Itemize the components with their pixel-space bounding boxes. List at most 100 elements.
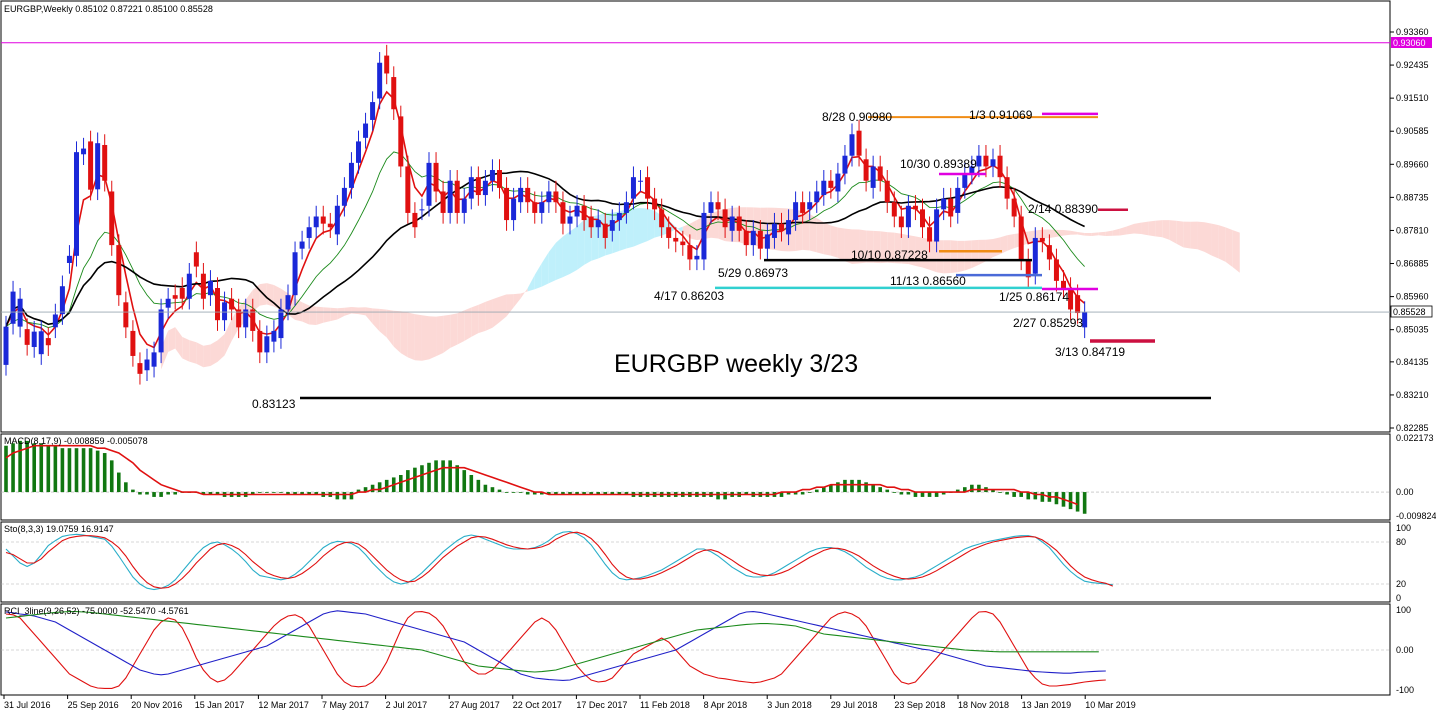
candle-body xyxy=(193,252,199,267)
date-tick-label: 3 Jun 2018 xyxy=(767,700,812,710)
candle-body xyxy=(504,187,510,221)
stoch-k-line xyxy=(5,530,1113,591)
candle-body xyxy=(905,205,911,228)
annotation-0214: 2/14 0.88390 xyxy=(1028,202,1098,216)
macd-histogram-bar xyxy=(589,492,593,495)
cloud-segment xyxy=(217,334,225,362)
macd-histogram-bar xyxy=(504,492,509,493)
candle-body xyxy=(567,216,573,224)
macd-histogram-bar xyxy=(899,492,904,495)
macd-histogram-bar xyxy=(554,492,558,495)
cloud-segment xyxy=(457,310,465,345)
candle-body xyxy=(715,202,721,210)
date-tick-label: 8 Apr 2018 xyxy=(704,700,748,710)
candle-body xyxy=(920,209,925,228)
date-tick-label: 11 Feb 2018 xyxy=(640,700,690,710)
cloud-segment xyxy=(520,288,528,299)
candle-body xyxy=(1032,237,1038,274)
date-tick-label: 20 Nov 2016 xyxy=(131,700,182,710)
cloud-segment xyxy=(421,315,429,361)
candle-body xyxy=(560,202,566,224)
macd-histogram-bar xyxy=(469,474,474,493)
cloud-segment xyxy=(1148,220,1156,237)
macd-histogram-bar xyxy=(166,492,170,495)
cloud-segment xyxy=(1232,230,1240,273)
candle-body xyxy=(842,155,848,174)
stoch-tick-label: 20 xyxy=(1396,579,1406,589)
macd-histogram-bar xyxy=(215,492,220,495)
macd-histogram-bar xyxy=(4,445,8,493)
cloud-segment xyxy=(499,294,507,323)
candle-body xyxy=(680,241,686,246)
cloud-segment xyxy=(323,307,331,323)
date-tick-label: 18 Nov 2018 xyxy=(958,700,1009,710)
macd-histogram-bar xyxy=(377,482,382,493)
cloud-segment xyxy=(1098,231,1106,236)
candle-body xyxy=(482,180,488,196)
cloud-segment xyxy=(950,240,958,273)
cloud-segment xyxy=(1091,232,1099,236)
rci-tick-label: 100 xyxy=(1396,605,1411,615)
macd-histogram-bar xyxy=(963,487,967,493)
candle-body xyxy=(243,309,249,328)
cloud-segment xyxy=(929,239,937,273)
macd-histogram-bar xyxy=(18,440,22,493)
candle-body xyxy=(377,62,383,99)
price-tick-label: 0.88735 xyxy=(1396,192,1429,202)
cloud-segment xyxy=(964,240,972,271)
candle-body xyxy=(440,191,446,213)
date-tick-label: 17 Dec 2017 xyxy=(576,700,627,710)
candle-body xyxy=(391,77,397,110)
candle-body xyxy=(292,252,298,296)
macd-histogram-bar xyxy=(363,487,368,493)
cloud-segment xyxy=(252,284,260,312)
rci-long-line xyxy=(5,611,1099,673)
rci-header: RCI_3line(9,26,52) -75.0000 -52.5470 -4.… xyxy=(4,606,189,616)
candle-body xyxy=(384,55,390,74)
cloud-segment xyxy=(1077,231,1085,236)
price-tick-label: 0.91510 xyxy=(1396,93,1429,103)
macd-histogram-bar xyxy=(843,479,847,493)
macd-histogram-bar xyxy=(1005,492,1009,495)
macd-histogram-bar xyxy=(532,492,537,495)
candle-body xyxy=(828,180,834,188)
macd-histogram-bar xyxy=(1012,492,1016,497)
macd-histogram-bar xyxy=(829,484,833,493)
cloud-segment xyxy=(414,314,422,361)
cloud-segment xyxy=(1183,221,1191,249)
macd-histogram-bar xyxy=(518,492,523,493)
price-tick-label: 0.85960 xyxy=(1396,292,1429,302)
candle-body xyxy=(539,202,545,213)
date-tick-label: 13 Jan 2019 xyxy=(1022,700,1072,710)
macd-histogram-bar xyxy=(878,487,882,493)
candle-body xyxy=(461,198,467,213)
cloud-segment xyxy=(837,227,845,262)
date-tick-label: 23 Sep 2018 xyxy=(894,700,945,710)
candle-body xyxy=(278,309,284,339)
chart-title: EURGBP weekly 3/23 xyxy=(614,350,858,378)
moving-averages xyxy=(5,90,1086,349)
stoch-tick-label: 0 xyxy=(1396,593,1401,603)
macd-histogram-bar xyxy=(561,492,565,495)
macd-histogram-bar xyxy=(885,489,890,493)
macd-histogram-bar xyxy=(1040,492,1045,502)
macd-histogram-bar xyxy=(88,448,93,493)
cloud-segment xyxy=(351,307,359,315)
candle-body xyxy=(821,180,827,196)
cloud-segment xyxy=(1007,234,1015,251)
rci-mid-line xyxy=(5,610,1106,681)
cloud-segment xyxy=(1169,220,1177,244)
candle-body xyxy=(215,288,220,321)
cloud-segment xyxy=(570,226,578,274)
macd-histogram-bar xyxy=(399,474,403,493)
candle-body xyxy=(10,291,16,324)
macd-histogram-bar xyxy=(208,492,213,495)
macd-histogram-bar xyxy=(920,492,925,497)
candle-body xyxy=(948,198,954,217)
macd-histogram-bar xyxy=(145,492,149,495)
cloud-segment xyxy=(210,340,218,366)
macd-histogram-bar xyxy=(934,492,939,497)
macd-histogram-bar xyxy=(138,492,142,495)
cloud-segment xyxy=(1056,229,1064,237)
date-tick-label: 22 Oct 2017 xyxy=(513,700,562,710)
